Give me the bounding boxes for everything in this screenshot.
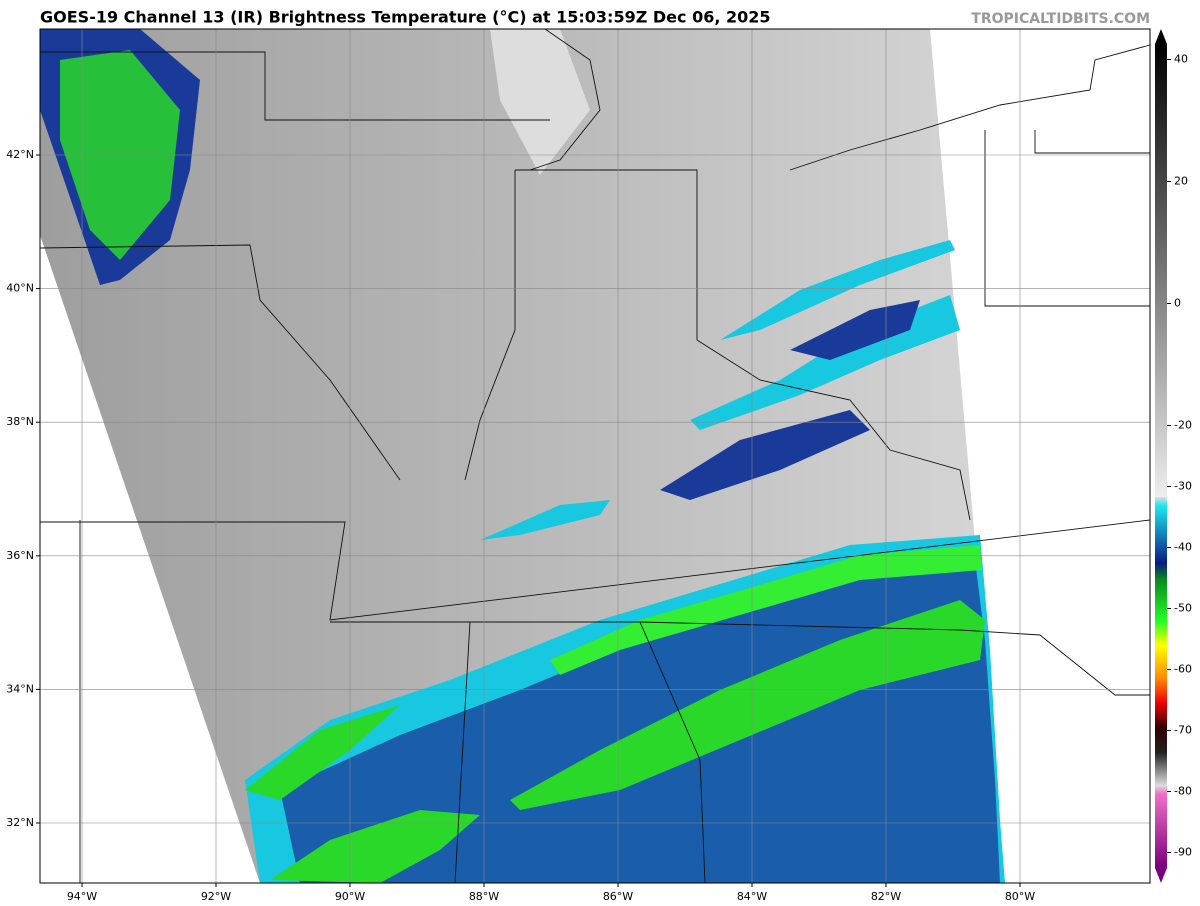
cloud-band-green — [510, 600, 985, 810]
colorbar-bar — [1155, 44, 1167, 868]
colorbar-label: -50 — [1174, 602, 1192, 615]
colorbar-label: 40 — [1174, 53, 1188, 66]
graticule — [40, 29, 1150, 883]
colorbar-label: -90 — [1174, 846, 1192, 859]
lat-label: 36°N — [6, 549, 34, 562]
lat-label: 34°N — [6, 682, 34, 695]
lon-label: 94°W — [67, 890, 97, 903]
cloud-streak — [660, 410, 870, 500]
lat-label: 38°N — [6, 415, 34, 428]
border — [464, 170, 516, 481]
map-frame — [39, 28, 1151, 884]
map — [39, 28, 1151, 884]
colorbar-label: -20 — [1174, 419, 1192, 432]
lon-label: 92°W — [201, 890, 231, 903]
lat-label: 40°N — [6, 282, 34, 295]
colorbar-bottom — [1155, 868, 1167, 883]
colorbar-label: 20 — [1174, 175, 1188, 188]
border — [1034, 130, 1150, 154]
lat-label: 42°N — [6, 148, 34, 161]
cloud-streak — [720, 240, 955, 340]
lake-shore — [529, 28, 601, 171]
lon-label: 82°W — [871, 890, 901, 903]
cloud-band-green — [245, 705, 400, 800]
colorbar-label: -70 — [1174, 724, 1192, 737]
borders — [39, 28, 1151, 884]
cloud-band-green — [550, 545, 982, 675]
colorbar — [1155, 29, 1167, 883]
lon-label: 80°W — [1005, 890, 1035, 903]
lon-label: 84°W — [737, 890, 767, 903]
border — [40, 519, 1151, 621]
border — [696, 339, 971, 521]
lat-label: 32°N — [6, 816, 34, 829]
border — [330, 621, 1150, 696]
colorbar-label: -80 — [1174, 785, 1192, 798]
lon-label: 86°W — [603, 890, 633, 903]
colorbar-label: -40 — [1174, 541, 1192, 554]
border — [40, 51, 550, 121]
colorbar-label: -60 — [1174, 663, 1192, 676]
lake-shore — [789, 44, 1151, 171]
border — [639, 621, 706, 884]
cloud-streak — [480, 500, 610, 540]
border — [39, 244, 401, 481]
colorbar-top — [1155, 29, 1167, 44]
border — [515, 169, 698, 340]
credit: TROPICALTIDBITS.COM — [971, 11, 1150, 27]
lon-label: 88°W — [469, 890, 499, 903]
lon-label: 90°W — [335, 890, 365, 903]
colorbar-label: 0 — [1174, 297, 1181, 310]
title: GOES-19 Channel 13 (IR) Brightness Tempe… — [40, 8, 771, 27]
border — [454, 621, 471, 884]
cloud-streak — [790, 300, 920, 360]
cloud-band-green — [270, 810, 480, 883]
border — [984, 130, 1150, 307]
colorbar-label: -30 — [1174, 480, 1192, 493]
lake-region — [490, 29, 590, 175]
